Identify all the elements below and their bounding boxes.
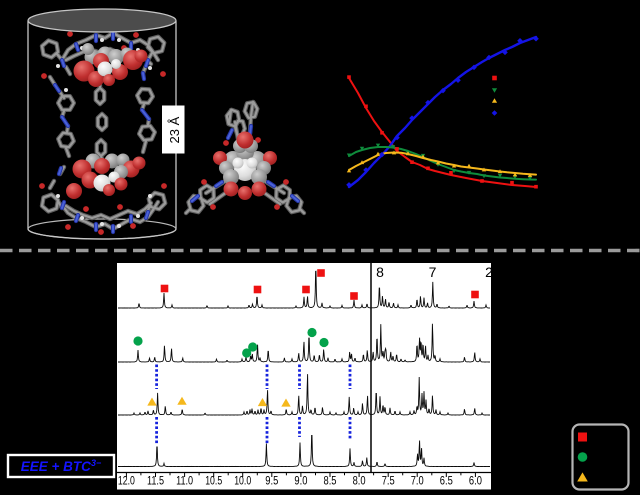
svg-text:11.5: 11.5	[147, 474, 164, 488]
svg-text:8.0: 8.0	[353, 474, 366, 488]
svg-text:12.0: 12.0	[118, 474, 135, 488]
svg-text:9.0: 9.0	[294, 474, 307, 488]
svg-text:7: 7	[429, 264, 437, 280]
svg-text:23 Å: 23 Å	[167, 116, 182, 143]
svg-text:6.5: 6.5	[440, 474, 453, 488]
svg-text:7.0: 7.0	[411, 474, 424, 488]
svg-text:10.0: 10.0	[234, 474, 251, 488]
svg-text:8: 8	[376, 264, 384, 280]
svg-text:9.5: 9.5	[265, 474, 278, 488]
svg-text:11.0: 11.0	[176, 474, 193, 488]
svg-text:7.5: 7.5	[382, 474, 395, 488]
svg-text:10.5: 10.5	[205, 474, 222, 488]
svg-text:8.5: 8.5	[324, 474, 337, 488]
svg-text:6.0: 6.0	[469, 474, 482, 488]
svg-text:2: 2	[485, 264, 493, 280]
svg-text:EEE + BTC3−: EEE + BTC3−	[21, 458, 102, 474]
